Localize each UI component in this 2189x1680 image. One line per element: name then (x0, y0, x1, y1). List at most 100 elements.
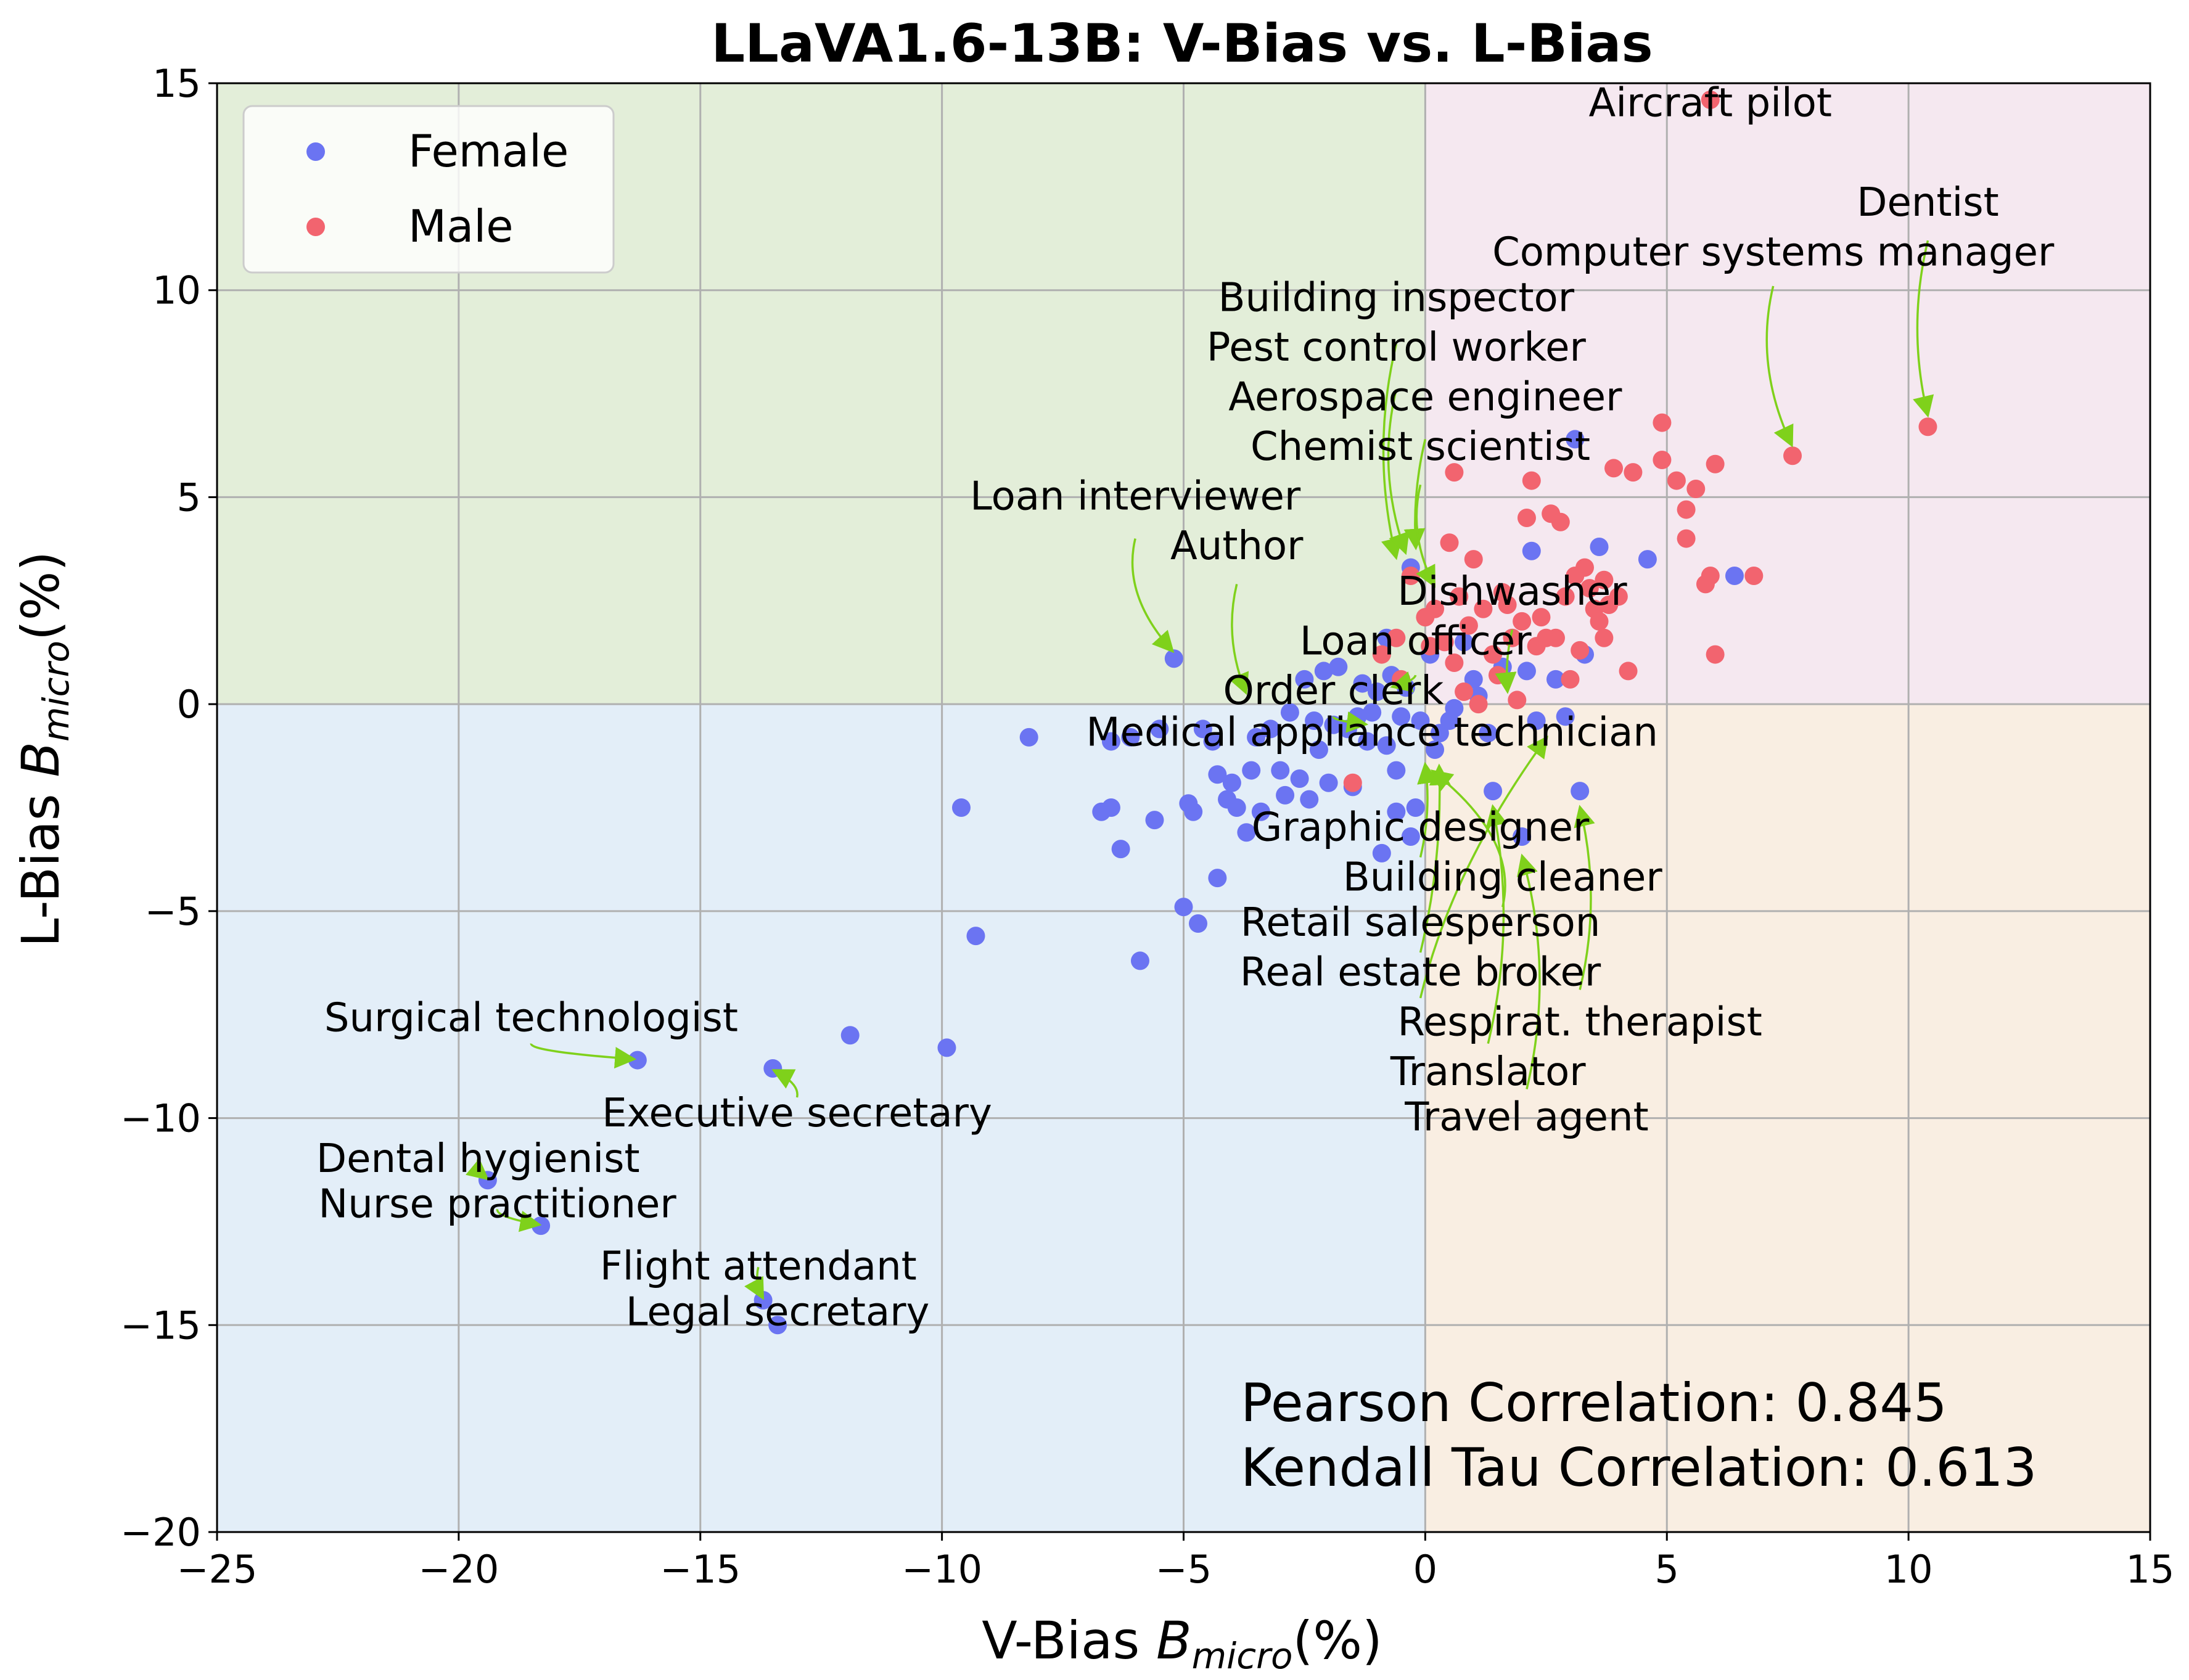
point-male (1677, 529, 1696, 548)
point-female (1445, 699, 1464, 718)
point-female (1222, 773, 1241, 792)
series-male (1343, 90, 1937, 792)
arrow-dental-hygienist (466, 1158, 490, 1181)
chart-title: LLaVA1.6-13B: V-Bias vs. L-Bias (711, 13, 1653, 75)
x-tick-label: 0 (1413, 1547, 1437, 1592)
annotation-computer-systems-manager: Computer systems manager (1492, 229, 2055, 275)
point-female (1276, 785, 1295, 805)
point-female (1164, 649, 1183, 668)
annotation-graphic-designer: Graphic designer (1252, 805, 1590, 851)
arrow-surgical-technologist (530, 1043, 637, 1069)
arrow-loan-officer (1390, 671, 1417, 692)
legend-box (242, 105, 615, 274)
arrow-graphic-designer (1417, 761, 1439, 858)
point-female (1546, 670, 1565, 689)
point-female (1426, 740, 1445, 759)
point-female (1517, 662, 1536, 681)
point-male (1783, 446, 1802, 465)
point-male (1498, 596, 1517, 614)
annotation-translator: Translator (1390, 1049, 1586, 1095)
point-female (1358, 732, 1377, 751)
correlation-stats: Pearson Correlation: 0.845 Kendall Tau C… (1241, 1372, 2037, 1499)
point-female (966, 927, 985, 946)
point-female (1271, 761, 1290, 780)
point-female (1464, 670, 1483, 689)
point-male (1517, 509, 1536, 527)
y-tick-label: 15 (152, 61, 201, 106)
y-axis-title-prefix: L-Bias (10, 793, 71, 947)
point-female (1479, 724, 1498, 743)
point-male (1653, 451, 1672, 469)
annotation-retail-salesperson: Retail salesperson (1241, 900, 1601, 946)
annotation-legal-secretary: Legal secretary (626, 1289, 930, 1335)
point-female (1387, 761, 1406, 780)
kendall-tau-correlation: Kendall Tau Correlation: 0.613 (1241, 1437, 2037, 1499)
annotation-respirat-therapist: Respirat. therapist (1397, 999, 1762, 1045)
legend: Female Male (242, 105, 615, 274)
arrow-author (1228, 584, 1249, 695)
annotation-flight-attendant: Flight attendant (600, 1244, 917, 1289)
x-tick-label: −10 (901, 1547, 982, 1592)
point-male (1488, 666, 1507, 685)
point-male (1503, 628, 1522, 647)
point-female (763, 1059, 782, 1078)
point-female (1522, 541, 1541, 560)
annotation-aerospace-engineer: Aerospace engineer (1228, 374, 1622, 420)
point-female (1247, 727, 1266, 747)
point-female (1329, 657, 1348, 676)
y-tick-label: 10 (152, 268, 201, 313)
point-female (1290, 769, 1309, 788)
point-female (1484, 782, 1503, 801)
arrow-nurse-practitioner (496, 1208, 542, 1232)
point-female (1121, 727, 1140, 747)
point-male (1706, 645, 1725, 664)
point-male (1445, 654, 1464, 672)
point-female (1314, 662, 1333, 681)
x-axis-title: V-Bias Bmicro(%) (982, 1610, 1382, 1677)
point-male (1653, 413, 1672, 432)
point-male (1343, 773, 1362, 792)
point-male (1421, 637, 1440, 656)
point-male (1450, 587, 1469, 606)
y-axis-title-subscript: micro (35, 641, 77, 742)
y-tick-label: −5 (145, 889, 201, 934)
point-male (1426, 599, 1445, 618)
point-female (1174, 898, 1193, 917)
point-male (1706, 454, 1725, 473)
annotation-surgical-technologist: Surgical technologist (324, 996, 738, 1041)
x-axis-title-symbol: B (1156, 1610, 1192, 1671)
x-tick-label: −5 (1156, 1547, 1212, 1592)
arrow-computer-systems-manager (1765, 285, 1794, 448)
arrow-executive-secretary (771, 1069, 799, 1098)
x-axis-title-prefix: V-Bias (982, 1610, 1140, 1671)
point-female (1208, 765, 1227, 784)
y-tick-label: −15 (120, 1303, 201, 1348)
point-female (1455, 633, 1474, 652)
x-tick-label: 5 (1655, 1547, 1679, 1592)
point-male (1571, 641, 1590, 660)
arrow-dishwasher (1495, 629, 1517, 694)
point-male (1435, 633, 1454, 652)
point-female (1638, 550, 1657, 569)
point-male (1604, 459, 1624, 478)
x-axis-title-subscript: micro (1192, 1635, 1293, 1677)
point-male (1372, 645, 1391, 664)
point-male (1455, 682, 1474, 701)
point-male (1701, 567, 1720, 585)
point-male (1701, 90, 1720, 109)
annotation-dishwasher: Dishwasher (1397, 569, 1627, 615)
annotation-arrows (466, 240, 1934, 1300)
point-female (1101, 798, 1120, 817)
annotation-dentist: Dentist (1857, 180, 1999, 226)
x-tick-label: −20 (418, 1547, 499, 1592)
arrow-respirat-therapist (1574, 805, 1595, 990)
point-male (1474, 599, 1493, 618)
point-male (1401, 567, 1420, 585)
annotation-chemist-scientist: Chemist scientist (1251, 424, 1590, 470)
point-male (1522, 471, 1541, 490)
x-tick-label: 15 (2126, 1547, 2175, 1592)
point-female (1571, 782, 1590, 801)
arrow-aerospace-engineer (1403, 439, 1427, 551)
point-female (951, 798, 971, 817)
